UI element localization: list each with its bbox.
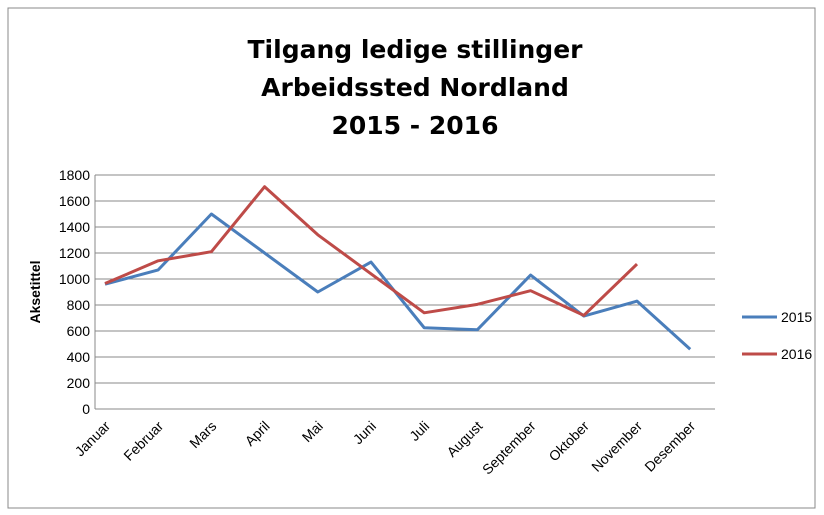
line-series xyxy=(104,185,639,317)
y-tick-label: 200 xyxy=(67,375,91,391)
y-tick-label: 400 xyxy=(67,349,91,365)
y-tick-label: 1800 xyxy=(59,167,90,183)
y-tick-label: 1200 xyxy=(59,245,90,261)
legend-label: 2016 xyxy=(781,346,812,362)
legend-label: 2015 xyxy=(781,309,812,325)
y-tick-label: 1000 xyxy=(59,271,90,287)
y-axis-label: Aksetittel xyxy=(27,260,43,323)
chart-title: Tilgang ledige stillinger xyxy=(248,35,584,64)
chart-title: 2015 - 2016 xyxy=(332,111,499,140)
y-tick-label: 1600 xyxy=(59,193,90,209)
y-tick-label: 800 xyxy=(67,297,91,313)
chart-border xyxy=(7,7,816,509)
y-tick-label: 0 xyxy=(82,401,90,417)
y-tick-label: 1400 xyxy=(59,219,90,235)
y-tick-label: 600 xyxy=(67,323,91,339)
chart-title: Arbeidssted Nordland xyxy=(261,73,569,102)
